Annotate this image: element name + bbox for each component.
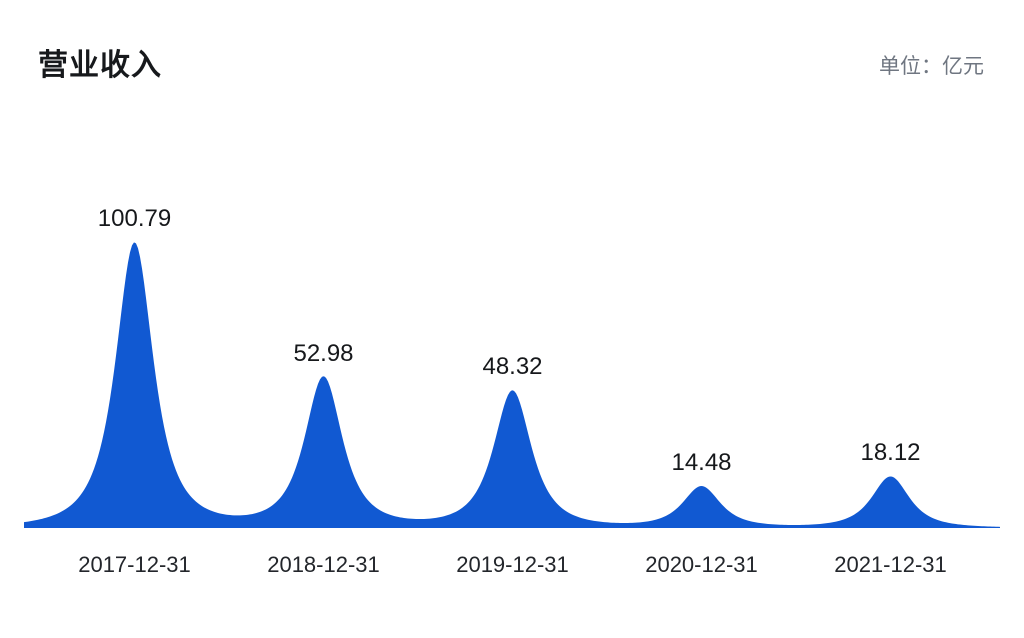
peak-value-label: 18.12 — [860, 438, 921, 466]
x-axis-tick-label: 2020-12-31 — [645, 552, 758, 577]
peak-value-label: 100.79 — [97, 205, 172, 232]
peak-value-label: 48.32 — [482, 353, 543, 381]
x-axis-tick-label: 2017-12-31 — [78, 552, 191, 577]
revenue-peak-shape — [24, 242, 1000, 528]
peak-value-label: 52.98 — [293, 340, 354, 368]
x-axis-tick-label: 2019-12-31 — [456, 552, 569, 577]
unit-label: 单位：亿元 — [879, 55, 984, 78]
peak-value-label: 14.48 — [671, 449, 732, 477]
x-axis-tick-label: 2018-12-31 — [267, 552, 380, 577]
chart-title: 营业收入 — [38, 49, 162, 82]
x-axis-tick-label: 2021-12-31 — [834, 552, 947, 577]
